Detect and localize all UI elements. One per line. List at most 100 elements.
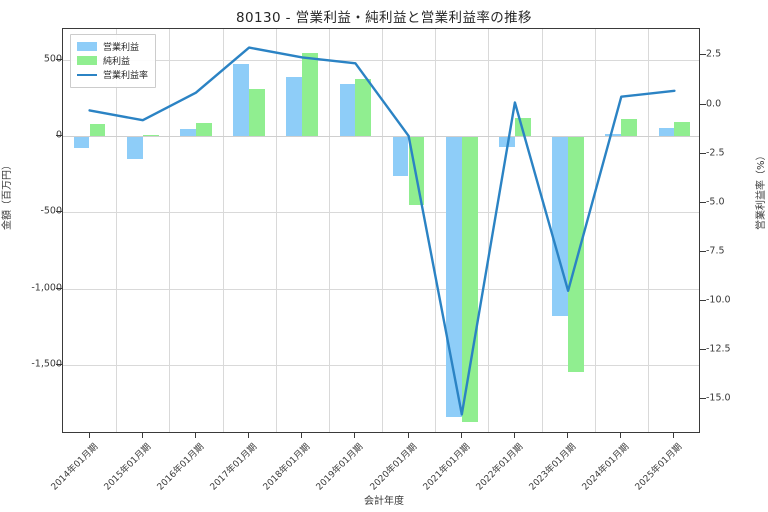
gridline-horizontal — [63, 59, 699, 61]
bar-operating-profit — [499, 136, 515, 147]
bar-operating-profit — [605, 133, 622, 136]
y-axis-right-tick-label: -5.0 — [706, 196, 725, 208]
y-axis-right-tick-label: 2.5 — [706, 48, 722, 60]
bar-operating-profit — [392, 136, 409, 176]
bar-net-profit — [142, 134, 159, 136]
y-axis-right-label: 営業利益率（%） — [756, 150, 767, 230]
x-axis-tick-label: 2025年01月期 — [634, 442, 685, 493]
gridline-horizontal — [63, 288, 699, 290]
gridline-vertical — [116, 29, 118, 432]
y-axis-right-tick-label: -10.0 — [706, 294, 731, 306]
legend-label-operating-margin: 営業利益率 — [103, 71, 149, 81]
x-axis-label: 会計年度 — [364, 496, 404, 507]
y-axis-left-tick-mark — [56, 58, 62, 60]
bar-operating-profit — [73, 136, 90, 149]
gridline-horizontal — [63, 212, 699, 214]
gridline-vertical — [222, 29, 224, 432]
y-axis-left-tick-mark — [56, 211, 62, 213]
x-axis-tick-label: 2015年01月期 — [102, 442, 153, 493]
y-axis-left-tick-label: -1,000 — [31, 282, 62, 294]
y-axis-left-tick-label: -500 — [40, 205, 62, 217]
y-axis-left-label: 金額（百万円） — [2, 160, 13, 230]
bar-net-profit — [621, 119, 638, 136]
y-axis-right-tick-mark — [700, 250, 706, 252]
bar-operating-profit — [286, 77, 303, 136]
legend-label-net-profit: 純利益 — [103, 57, 131, 67]
zero-baseline — [63, 136, 699, 137]
bar-net-profit — [355, 79, 372, 136]
line-series-layer — [88, 46, 676, 416]
legend-item-operating-profit: 営業利益 — [77, 40, 148, 53]
bar-net-profit — [89, 123, 106, 136]
y-axis-right-tick-label: -2.5 — [706, 147, 725, 159]
y-axis-right-tick-mark — [700, 152, 706, 154]
bar-operating-profit — [126, 136, 143, 159]
legend-swatch-operating-margin — [77, 70, 97, 79]
y-axis-right-tick-label: -15.0 — [706, 392, 731, 404]
y-axis-left-tick-label: -1,500 — [31, 358, 62, 370]
x-axis-tick-label: 2020年01月期 — [368, 442, 419, 493]
x-axis-tick-label: 2023年01月期 — [527, 442, 579, 493]
gridline-vertical — [594, 29, 596, 432]
gridline-vertical — [169, 29, 171, 432]
gridline-vertical — [541, 29, 543, 432]
chart-legend: 営業利益 純利益 営業利益率 — [70, 34, 157, 88]
bar-operating-profit — [552, 136, 568, 317]
y-axis-right-tick-label: -12.5 — [706, 343, 731, 355]
gridline-vertical — [647, 29, 649, 432]
bar-net-profit — [302, 52, 319, 136]
gridline-vertical — [328, 29, 330, 432]
gridline-vertical — [435, 29, 437, 432]
x-axis-tick-mark — [141, 433, 143, 438]
bar-net-profit — [568, 136, 584, 373]
x-axis-tick-mark — [513, 433, 515, 438]
gridline-vertical — [275, 29, 277, 432]
y-axis-right-tick-mark — [700, 397, 706, 399]
x-axis-tick-mark — [194, 433, 196, 438]
gridline-vertical — [382, 29, 383, 432]
y-axis-right-tick-mark — [700, 348, 706, 350]
y-axis-right-tick-mark — [700, 201, 706, 203]
bar-net-profit — [249, 88, 265, 136]
y-axis-right-tick-label: -7.5 — [706, 245, 725, 257]
y-axis-left-tick-label: 500 — [43, 53, 62, 65]
x-axis-tick-mark — [248, 433, 250, 438]
x-axis-tick-label: 2014年01月期 — [49, 442, 100, 493]
chart-title: 80130 - 営業利益・純利益と営業利益率の推移 — [236, 10, 532, 26]
bar-operating-profit — [233, 64, 249, 136]
x-axis-tick-label: 2019年01月期 — [315, 442, 366, 493]
y-axis-left-tick-mark — [56, 287, 62, 289]
y-axis-left-tick-mark — [56, 364, 62, 366]
bar-operating-profit — [339, 84, 356, 136]
x-axis-tick-label: 2021年01月期 — [421, 442, 472, 493]
x-axis-tick-label: 2017年01月期 — [208, 442, 260, 493]
x-axis-tick-label: 2016年01月期 — [155, 442, 207, 493]
x-axis-tick-label: 2022年01月期 — [474, 442, 526, 493]
x-axis-tick-mark — [354, 433, 356, 438]
legend-swatch-operating-profit — [77, 42, 97, 51]
x-axis-tick-mark — [301, 433, 303, 438]
x-axis-tick-mark — [88, 433, 90, 438]
legend-item-net-profit: 純利益 — [77, 54, 148, 67]
legend-item-operating-margin: 営業利益率 — [77, 68, 148, 81]
x-axis-tick-mark — [673, 433, 675, 438]
x-axis-tick-mark — [407, 433, 409, 438]
gridline-horizontal — [63, 365, 699, 367]
y-axis-right-tick-mark — [700, 299, 706, 301]
y-axis-left-tick-mark — [56, 134, 62, 136]
y-axis-right-tick-mark — [700, 103, 706, 105]
bar-operating-profit — [180, 129, 196, 136]
legend-label-operating-profit: 営業利益 — [103, 43, 140, 53]
x-axis-tick-mark — [567, 433, 569, 438]
gridline-vertical — [488, 29, 490, 432]
bar-operating-profit — [658, 128, 675, 136]
legend-swatch-net-profit — [77, 56, 97, 65]
x-axis-tick-label: 2018年01月期 — [261, 442, 313, 493]
x-axis-tick-label: 2024年01月期 — [580, 442, 632, 493]
x-axis-tick-mark — [620, 433, 622, 438]
y-axis-left-tick-label: 0 — [2, 129, 62, 140]
bar-net-profit — [195, 123, 212, 136]
x-axis-tick-mark — [460, 433, 462, 438]
plot-area — [62, 28, 700, 433]
